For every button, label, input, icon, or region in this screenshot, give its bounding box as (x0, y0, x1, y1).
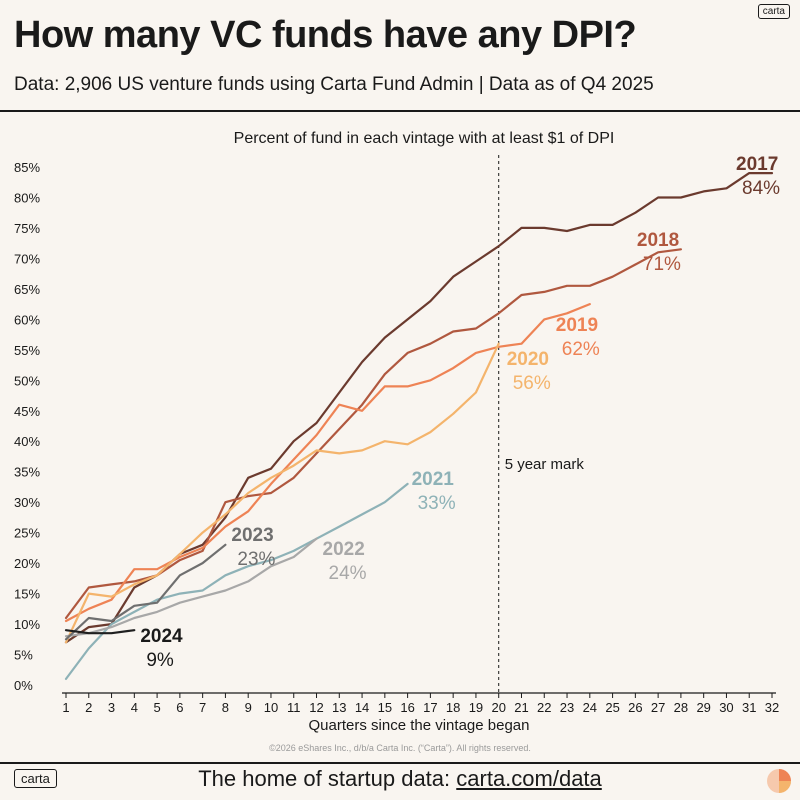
x-axis-label: Quarters since the vintage began (309, 717, 530, 734)
series-line-2018 (64, 248, 683, 620)
x-tick-label: 26 (628, 700, 642, 715)
series-value-2020: 56% (513, 373, 551, 394)
x-tick-label: 8 (222, 700, 229, 715)
series-value-2023: 23% (237, 549, 275, 570)
x-tick-label: 1 (62, 700, 69, 715)
series-name-2019: 2019 (556, 315, 598, 336)
y-tick-label: 55% (14, 343, 40, 358)
page-title: How many VC funds have any DPI? (14, 14, 637, 56)
page-subtitle: Data: 2,906 US venture funds using Carta… (14, 74, 654, 95)
x-axis: 1 2 3 4 5 6 7 8 9 10 11 12 13 14 15 16 17 18 19 20 21 22 23 24 2… (62, 692, 779, 715)
y-tick-label: 70% (14, 251, 40, 266)
x-tick-label: 22 (537, 700, 551, 715)
x-tick-label: 18 (446, 700, 460, 715)
y-tick-label: 10% (14, 617, 40, 632)
series-name-2023: 2023 (231, 525, 273, 546)
x-tick-label: 31 (742, 700, 756, 715)
y-tick-label: 85% (14, 160, 40, 175)
series-line-2021 (64, 482, 409, 681)
x-tick-label: 32 (765, 700, 779, 715)
x-tick-label: 20 (491, 700, 505, 715)
y-tick-label: 0% (14, 678, 33, 693)
x-tick-label: 7 (199, 700, 206, 715)
series-value-2017: 84% (742, 178, 780, 199)
y-tick-label: 60% (14, 312, 40, 327)
x-tick-label: 30 (719, 700, 733, 715)
y-tick-label: 30% (14, 495, 40, 510)
x-tick-label: 29 (696, 700, 710, 715)
x-tick-label: 10 (264, 700, 278, 715)
y-tick-label: 80% (14, 190, 40, 205)
series-value-2022: 24% (329, 563, 367, 584)
y-tick-label: 5% (14, 648, 33, 663)
y-tick-label: 45% (14, 404, 40, 419)
footer-divider (0, 762, 800, 764)
five-year-annotation: 5 year mark (498, 155, 585, 693)
y-tick-label: 35% (14, 465, 40, 480)
x-tick-label: 14 (355, 700, 369, 715)
x-tick-label: 28 (674, 700, 688, 715)
series-line-2022 (64, 537, 318, 638)
y-tick-label: 65% (14, 282, 40, 297)
x-tick-label: 2 (85, 700, 92, 715)
x-tick-label: 13 (332, 700, 346, 715)
series-name-2021: 2021 (412, 469, 455, 490)
copyright-text: ©2026 eShares Inc., d/b/a Carta Inc. (“C… (269, 743, 531, 753)
x-tick-label: 24 (583, 700, 597, 715)
five-year-label: 5 year mark (505, 456, 585, 473)
y-tick-label: 40% (14, 434, 40, 449)
x-tick-label: 17 (423, 700, 437, 715)
series-value-2024: 9% (146, 650, 174, 671)
x-tick-label: 5 (153, 700, 160, 715)
x-tick-label: 15 (378, 700, 392, 715)
x-tick-label: 23 (560, 700, 574, 715)
x-tick-label: 11 (287, 700, 301, 715)
x-tick-label: 25 (605, 700, 619, 715)
series-name-2024: 2024 (140, 626, 183, 647)
series-line-2024 (64, 629, 136, 635)
series-name-2020: 2020 (507, 349, 549, 370)
x-tick-label: 19 (469, 700, 483, 715)
series-labels: 2017 84% 2018 71% 2019 62% 2020 56% 2021 33% 2022 2… (140, 154, 780, 671)
carta-mark-icon (767, 769, 791, 793)
y-tick-label: 25% (14, 526, 40, 541)
x-tick-label: 27 (651, 700, 665, 715)
series-line-2020 (64, 342, 500, 644)
y-tick-label: 20% (14, 556, 40, 571)
x-tick-label: 16 (400, 700, 414, 715)
y-tick-label: 50% (14, 373, 40, 388)
series-name-2017: 2017 (736, 154, 778, 175)
x-tick-label: 12 (309, 700, 323, 715)
series-value-2019: 62% (562, 339, 600, 360)
x-tick-label: 3 (108, 700, 115, 715)
x-tick-label: 21 (514, 700, 528, 715)
x-tick-label: 6 (176, 700, 183, 715)
x-tick-label: 4 (131, 700, 138, 715)
footer-logo[interactable]: carta (14, 769, 57, 788)
series-name-2022: 2022 (323, 539, 365, 560)
x-tick-label: 9 (245, 700, 252, 715)
chart-title: Percent of fund in each vintage with at … (234, 130, 615, 147)
series-value-2021: 33% (418, 493, 456, 514)
y-axis: 0% 5% 10% 15% 20% 25% 30% 35% 40% 45% 50% 55% 60% 65%… (14, 160, 40, 693)
footer-link[interactable]: carta.com/data (456, 766, 602, 791)
y-tick-label: 75% (14, 221, 40, 236)
footer-tagline: The home of startup data: carta.com/data (0, 766, 800, 792)
series-lines (64, 172, 774, 681)
footer-tagline-text: The home of startup data: (198, 766, 457, 791)
series-line-2023 (64, 543, 227, 641)
header-divider (0, 110, 800, 112)
series-line-2017 (64, 172, 774, 644)
series-value-2018: 71% (643, 254, 681, 275)
series-line-2019 (64, 303, 591, 623)
series-name-2018: 2018 (637, 230, 679, 251)
brand-logo-top: carta (757, 4, 790, 19)
y-tick-label: 15% (14, 587, 40, 602)
